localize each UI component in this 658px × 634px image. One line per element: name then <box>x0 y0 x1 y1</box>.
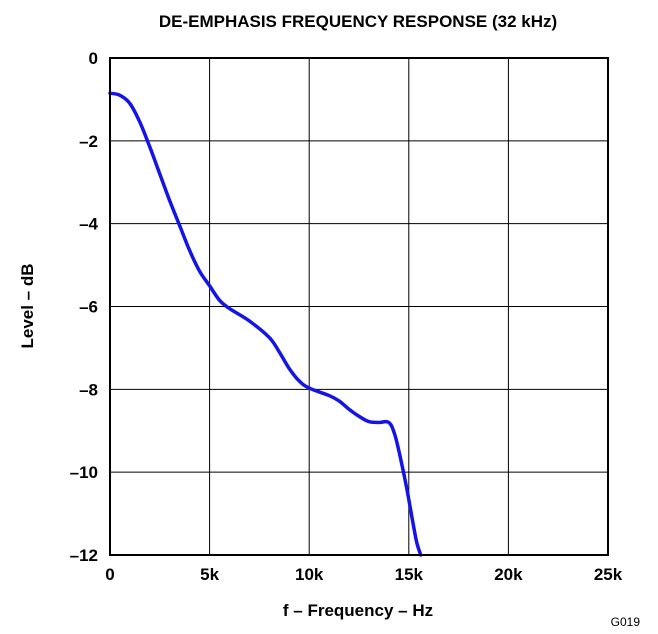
x-tick-label: 15k <box>395 565 424 584</box>
plot-frame <box>109 57 609 556</box>
y-axis: 0 –2 –4 –6 –8 –10 –12 <box>70 49 99 565</box>
y-tick-label: 0 <box>89 49 98 68</box>
x-axis-label: f – Frequency – Hz <box>283 601 433 620</box>
series-line <box>108 91 423 557</box>
series-group <box>108 91 423 557</box>
x-tick-label: 25k <box>594 565 623 584</box>
grid <box>110 58 608 555</box>
y-tick-label: –8 <box>79 380 98 399</box>
x-axis: 0 5k 10k 15k 20k 25k <box>105 565 622 584</box>
x-tick-label: 0 <box>105 565 114 584</box>
y-tick-label: –4 <box>79 215 98 234</box>
y-tick-label: –12 <box>70 546 98 565</box>
y-tick-label: –6 <box>79 298 98 317</box>
figure-id: G019 <box>611 615 641 629</box>
x-tick-label: 10k <box>295 565 324 584</box>
x-tick-label: 20k <box>494 565 523 584</box>
chart-title: DE-EMPHASIS FREQUENCY RESPONSE (32 kHz) <box>159 12 557 31</box>
x-tick-label: 5k <box>200 565 219 584</box>
y-tick-label: –2 <box>79 132 98 151</box>
y-axis-label: Level – dB <box>18 263 37 348</box>
y-tick-label: –10 <box>70 463 98 482</box>
